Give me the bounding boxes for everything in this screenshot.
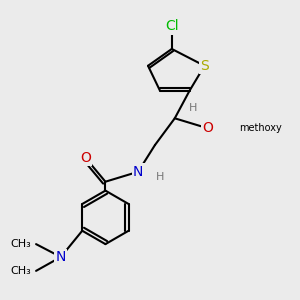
Text: Cl: Cl (165, 19, 178, 33)
Text: S: S (200, 59, 209, 73)
Text: N: N (133, 165, 143, 179)
Text: H: H (156, 172, 164, 182)
Text: O: O (202, 121, 213, 135)
Text: methoxy: methoxy (239, 123, 282, 133)
Text: CH₃: CH₃ (11, 239, 31, 249)
Text: N: N (56, 250, 66, 264)
Text: H: H (188, 103, 197, 113)
Text: CH₃: CH₃ (11, 266, 31, 276)
Text: O: O (80, 151, 91, 165)
